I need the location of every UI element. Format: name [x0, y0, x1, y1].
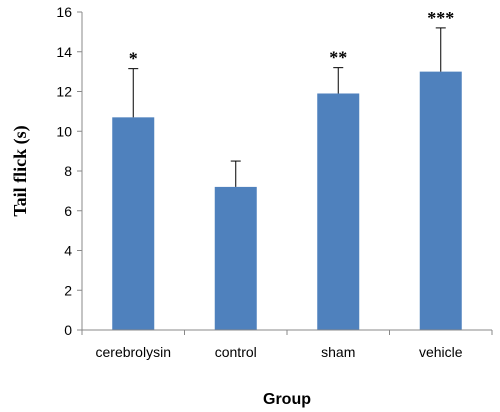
significance-labels: * ***** [129, 8, 455, 69]
significance-marker: *** [427, 8, 454, 28]
y-ticks-layer: 0 2 4 6 8 10 12 14 16 [56, 4, 82, 338]
y-tick-label: 2 [64, 282, 72, 298]
y-tick-label: 0 [64, 322, 72, 338]
bar-sham [317, 93, 360, 330]
category-label: vehicle [419, 344, 463, 360]
category-label: control [215, 344, 257, 360]
y-tick-label: 14 [56, 44, 72, 60]
y-tick-label: 4 [64, 243, 72, 259]
significance-marker: ** [329, 48, 347, 68]
y-tick-label: 12 [56, 84, 72, 100]
y-tick-label: 8 [64, 163, 72, 179]
category-label: cerebrolysin [96, 344, 171, 360]
x-axis-title: Group [263, 391, 311, 408]
x-category-labels: cerebrolysin control sham vehicle [81, 330, 493, 360]
significance-marker: * [129, 49, 138, 69]
bar-control [214, 186, 257, 330]
y-tick-label: 10 [56, 123, 72, 139]
y-tick-label: 16 [56, 4, 72, 20]
bar-vehicle [419, 71, 462, 330]
y-tick-label: 6 [64, 203, 72, 219]
bars-layer [112, 71, 462, 331]
y-axis-title: Tail flick (s) [10, 125, 31, 216]
category-label: sham [321, 344, 355, 360]
error-bars-layer [128, 27, 446, 187]
bar-cerebrolysin [112, 117, 155, 331]
